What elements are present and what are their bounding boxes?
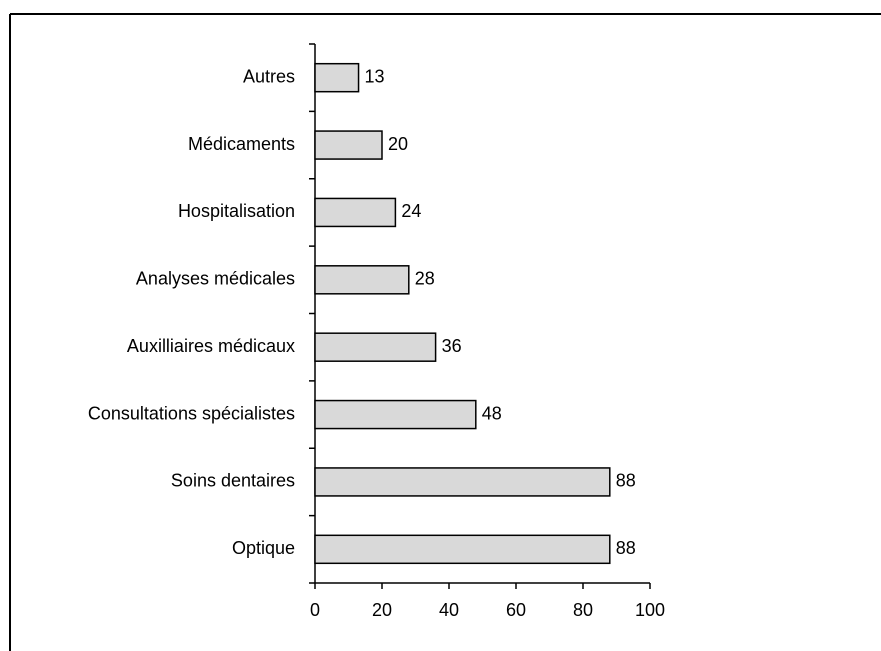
x-tick-label: 20 xyxy=(372,600,392,620)
y-tick-label: Autres xyxy=(243,66,295,86)
y-tick-label: Médicaments xyxy=(188,134,295,154)
y-tick-label: Optique xyxy=(232,538,295,558)
y-tick-label: Hospitalisation xyxy=(178,201,295,221)
data-label: 28 xyxy=(415,269,435,289)
bar xyxy=(314,399,477,430)
data-label: 88 xyxy=(616,471,636,491)
x-tick-label: 40 xyxy=(439,600,459,620)
data-label: 24 xyxy=(401,201,421,221)
data-label: 20 xyxy=(388,134,408,154)
y-tick-label: Soins dentaires xyxy=(171,471,295,491)
x-tick-label: 80 xyxy=(573,600,593,620)
bar xyxy=(314,265,410,295)
x-tick-label: 100 xyxy=(635,600,665,620)
bar xyxy=(314,467,611,497)
data-label: 13 xyxy=(365,66,385,86)
bar xyxy=(314,332,437,362)
y-tick-label: Analyses médicales xyxy=(136,269,295,289)
data-label: 88 xyxy=(616,538,636,558)
y-tick-label: Auxilliaires médicaux xyxy=(127,336,295,356)
bar xyxy=(314,197,397,228)
data-label: 48 xyxy=(482,403,502,423)
data-label: 36 xyxy=(442,336,462,356)
x-tick-label: 60 xyxy=(506,600,526,620)
bar xyxy=(314,534,611,565)
bar xyxy=(314,62,360,93)
bar xyxy=(314,130,383,160)
x-tick-label: 0 xyxy=(310,600,320,620)
y-tick-label: Consultations spécialistes xyxy=(88,403,295,423)
